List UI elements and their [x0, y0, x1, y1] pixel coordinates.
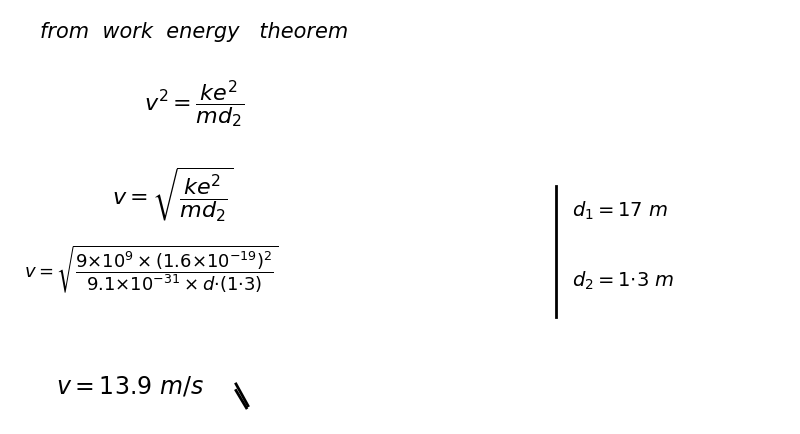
Text: $v = \sqrt{\dfrac{ke^2}{md_2}}$: $v = \sqrt{\dfrac{ke^2}{md_2}}$ [112, 165, 234, 224]
Text: $v = \sqrt{\dfrac{9{\times}10^9 \times (1.6{\times}10^{-19})^2}{9.1{\times}10^{-: $v = \sqrt{\dfrac{9{\times}10^9 \times (… [24, 243, 278, 295]
Text: from  work  energy   theorem: from work energy theorem [40, 22, 348, 42]
Text: $d_1 = 17\ m$: $d_1 = 17\ m$ [572, 200, 668, 222]
Text: $d_2 = 1{\cdot}3\ m$: $d_2 = 1{\cdot}3\ m$ [572, 269, 674, 291]
Text: $v^2 = \dfrac{ke^2}{md_2}$: $v^2 = \dfrac{ke^2}{md_2}$ [144, 78, 244, 130]
Text: $v = 13.9\ m/s$: $v = 13.9\ m/s$ [56, 373, 204, 397]
